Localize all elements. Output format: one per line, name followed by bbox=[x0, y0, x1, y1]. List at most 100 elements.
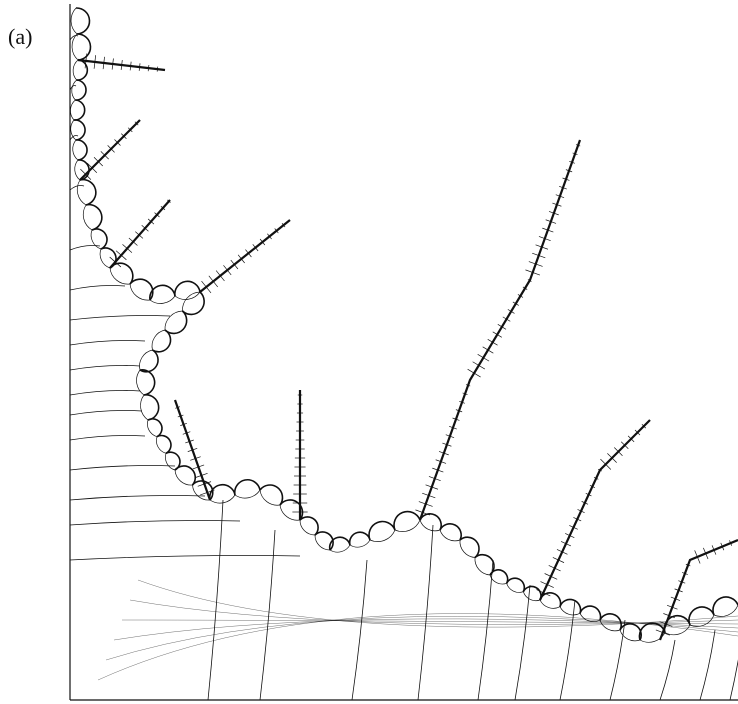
scallop bbox=[144, 395, 159, 420]
field-line bbox=[70, 86, 76, 91]
scallop bbox=[507, 578, 525, 591]
field-line bbox=[515, 585, 530, 700]
scallop bbox=[74, 120, 85, 140]
field-line bbox=[352, 560, 367, 700]
scallop bbox=[260, 485, 282, 505]
scallop bbox=[235, 480, 260, 495]
field-line bbox=[70, 246, 100, 251]
filament bbox=[660, 540, 738, 640]
field-line bbox=[610, 620, 625, 700]
rung bbox=[473, 362, 485, 369]
scallop-inner bbox=[420, 520, 440, 531]
field-line bbox=[70, 496, 205, 501]
scallop-inner bbox=[300, 520, 315, 535]
scallop-inner bbox=[73, 140, 78, 160]
scallop-inner bbox=[460, 540, 475, 558]
scallop-inner bbox=[395, 520, 420, 532]
field-line bbox=[208, 500, 223, 700]
rung bbox=[157, 67, 158, 72]
scallop-inner bbox=[507, 583, 524, 592]
scallop bbox=[490, 570, 508, 583]
scallop-inner bbox=[100, 249, 110, 268]
rung bbox=[468, 369, 481, 377]
scallop-inner bbox=[175, 470, 193, 485]
scallop bbox=[150, 285, 175, 300]
filament bbox=[540, 420, 650, 600]
scallop bbox=[153, 330, 171, 352]
filament bbox=[110, 200, 170, 268]
scallop-inner bbox=[235, 490, 260, 498]
scallop-inner bbox=[156, 437, 166, 454]
scallop-inner bbox=[83, 205, 92, 230]
scallop-inner bbox=[152, 330, 165, 350]
scallop-inner bbox=[280, 505, 300, 520]
field-line bbox=[660, 640, 675, 700]
scallop-inner bbox=[490, 575, 507, 584]
scallop bbox=[77, 34, 91, 60]
scallop bbox=[74, 100, 85, 120]
scallop bbox=[148, 419, 162, 437]
equipotential bbox=[138, 580, 738, 627]
fractal-plot bbox=[0, 0, 738, 704]
scallop-inner bbox=[71, 120, 76, 140]
scallop-inner bbox=[540, 600, 560, 608]
scallop bbox=[86, 205, 102, 230]
scallop bbox=[440, 524, 461, 540]
scallop bbox=[523, 587, 541, 600]
field-lines bbox=[70, 8, 738, 700]
scallop bbox=[75, 80, 86, 100]
field-line bbox=[70, 286, 125, 291]
field-line bbox=[70, 521, 240, 526]
scallop-inner bbox=[75, 160, 80, 180]
field-line bbox=[418, 525, 433, 700]
scallop bbox=[165, 311, 187, 333]
panel-label: (a) bbox=[8, 24, 32, 50]
scallop bbox=[369, 522, 395, 540]
scallop-inner bbox=[523, 592, 540, 601]
scallop-inner bbox=[141, 395, 148, 420]
rung bbox=[483, 347, 494, 353]
scallop-inner bbox=[72, 34, 78, 60]
scallop bbox=[140, 370, 155, 395]
scallop-inner bbox=[210, 495, 235, 503]
scallop bbox=[713, 597, 738, 615]
scallop-inner bbox=[165, 453, 175, 470]
scallop bbox=[76, 8, 90, 34]
scallop bbox=[157, 436, 171, 454]
field-line bbox=[70, 316, 170, 321]
scallop-inner bbox=[71, 8, 77, 34]
scallop-inner bbox=[175, 292, 200, 299]
rung bbox=[148, 65, 149, 71]
equipotential bbox=[122, 620, 738, 624]
scallop bbox=[475, 555, 494, 575]
scallop-inner bbox=[70, 100, 75, 120]
scallop bbox=[175, 466, 195, 485]
field-line bbox=[70, 436, 145, 441]
scallop-inner bbox=[150, 296, 175, 303]
scallop bbox=[394, 512, 420, 530]
scallop bbox=[350, 532, 370, 545]
field-line bbox=[70, 556, 300, 561]
scallop-inner bbox=[140, 350, 153, 370]
scallop-inner bbox=[475, 558, 490, 576]
scallop bbox=[76, 140, 87, 160]
scallop-inner bbox=[370, 530, 395, 542]
scallop bbox=[175, 281, 200, 296]
figure: (a) bbox=[0, 0, 738, 704]
scallop bbox=[460, 537, 479, 557]
scallop bbox=[300, 517, 318, 535]
rung bbox=[130, 62, 131, 71]
rung bbox=[139, 63, 140, 70]
scallop-inner bbox=[350, 540, 370, 547]
scallop-inner bbox=[73, 60, 78, 80]
field-line bbox=[70, 411, 142, 416]
field-line bbox=[478, 560, 493, 700]
scallop-inner bbox=[130, 284, 150, 300]
scallop-inner bbox=[77, 180, 86, 205]
scallop-inner bbox=[560, 607, 580, 615]
rung bbox=[202, 281, 211, 293]
scallop-inner bbox=[440, 530, 460, 541]
scallop-inner bbox=[147, 420, 157, 437]
scallop-inner bbox=[110, 268, 130, 284]
filament bbox=[80, 120, 140, 180]
